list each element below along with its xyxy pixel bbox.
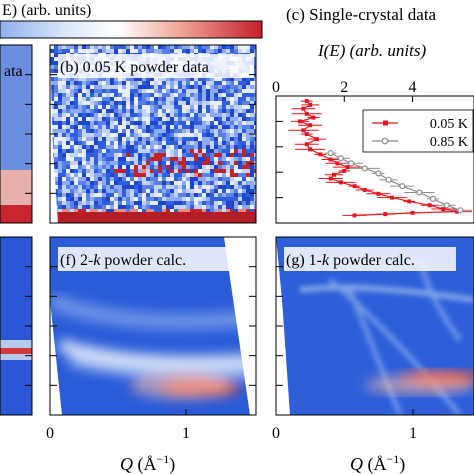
data-point — [311, 115, 316, 120]
data-point — [383, 212, 388, 217]
data-point — [342, 168, 347, 173]
panel-g-title: (g) 1-k powder calc. — [286, 252, 415, 269]
data-point — [385, 176, 392, 183]
data-point — [304, 99, 309, 104]
data-point — [308, 123, 313, 128]
data-point — [337, 155, 344, 162]
legend-entry: 0.85 K — [430, 135, 468, 150]
data-point — [348, 160, 355, 167]
panel-b-title: (b) 0.05 K powder data — [60, 59, 209, 76]
panel-c-plot — [288, 99, 473, 218]
panel-c: (c) Single-crystal data I(E) (arb. units… — [272, 5, 474, 224]
data-point — [352, 184, 357, 189]
data-point — [318, 152, 323, 157]
colorbar-label: E) (arb. units) — [2, 2, 91, 19]
data-point — [416, 189, 423, 196]
panel-c-xlabel: I(E) (arb. units) — [317, 41, 426, 60]
data-point — [352, 213, 357, 218]
data-point — [304, 142, 309, 147]
data-point — [407, 199, 412, 204]
data-point — [304, 111, 309, 116]
panel-c-title: (c) Single-crystal data — [286, 5, 437, 24]
bottom-tick-label: 1 — [182, 425, 190, 442]
panel-c-legend: 0.05 K 0.85 K — [362, 109, 474, 153]
data-point — [427, 203, 432, 208]
data-point — [441, 207, 446, 212]
c-xtick-label: 2 — [340, 79, 348, 96]
data-point — [328, 176, 333, 181]
data-point — [410, 210, 415, 215]
panel-c-xticks: 0 2 4 — [272, 79, 417, 102]
c-xtick-label: 4 — [409, 79, 417, 96]
data-point — [362, 187, 367, 192]
panel-f: (f) 2-k powder calc. — [49, 236, 257, 416]
data-point — [345, 165, 350, 170]
data-point — [301, 106, 306, 111]
data-point — [454, 209, 459, 214]
panel-a-fragment-title: ata — [4, 63, 23, 80]
data-point — [304, 132, 309, 137]
data-point — [375, 170, 382, 177]
bottom-xlabel-f: Q (Å−1) — [120, 452, 175, 474]
data-point — [399, 183, 406, 190]
panel-b: (b) 0.05 K powder data — [49, 44, 257, 224]
bottom-xlabel-g: Q (Å−1) — [350, 452, 405, 474]
panel-g: (g) 1-k powder calc. — [275, 236, 474, 416]
data-point — [328, 157, 333, 162]
data-point — [308, 102, 313, 107]
data-point — [308, 147, 313, 152]
data-point — [376, 191, 381, 196]
bottom-axis: 0 1 0 1 Q (Å−1) Q (Å−1) — [46, 409, 417, 474]
data-point — [361, 165, 368, 172]
data-point — [338, 180, 343, 185]
panel-f-title: (f) 2-k powder calc. — [60, 252, 186, 269]
data-point — [457, 207, 464, 214]
c-xtick-label: 0 — [272, 79, 280, 96]
bottom-tick-label: 1 — [409, 425, 417, 442]
data-point — [390, 195, 395, 200]
data-point — [429, 195, 437, 202]
data-point — [314, 137, 319, 142]
colorbar: E) (arb. units) — [0, 2, 263, 39]
data-point — [297, 119, 302, 124]
y-tick-marks — [25, 74, 283, 386]
data-point — [335, 161, 340, 166]
legend-entry: 0.05 K — [430, 117, 468, 132]
bottom-tick-label: 0 — [46, 425, 54, 442]
data-point — [443, 202, 450, 209]
data-point — [301, 128, 306, 133]
data-point — [332, 172, 337, 177]
bottom-tick-label: 0 — [272, 425, 280, 442]
data-point — [327, 150, 334, 157]
